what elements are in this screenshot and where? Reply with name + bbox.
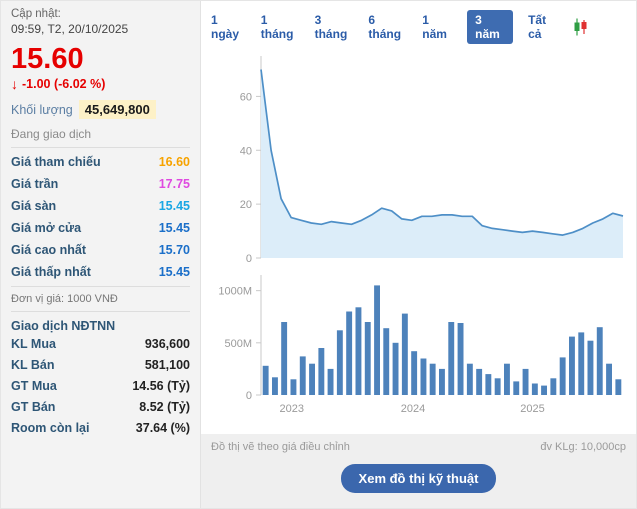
- tab-6-months[interactable]: 6 tháng: [368, 13, 402, 41]
- open-price-label: Giá mở cửa: [11, 221, 82, 236]
- table-row: Giá trần 17.75: [11, 173, 190, 195]
- tab-1-day[interactable]: 1 ngày: [211, 13, 240, 41]
- footer-notes: Đồ thị vẽ theo giá điều chỉnh đv KLg: 10…: [201, 434, 636, 455]
- tab-all[interactable]: Tất cả: [528, 13, 547, 41]
- table-row: Giá sàn 15.45: [11, 195, 190, 217]
- table-row: Giá cao nhất 15.70: [11, 239, 190, 261]
- svg-text:40: 40: [240, 145, 252, 157]
- adjusted-price-note: Đồ thị vẽ theo giá điều chỉnh: [211, 441, 350, 453]
- low-price-value: 15.45: [158, 265, 190, 280]
- svg-text:500M: 500M: [224, 338, 252, 350]
- foreign-buy-vol-value: 936,600: [144, 336, 190, 351]
- volume-unit-note: đv KLg: 10,000cp: [540, 441, 626, 453]
- foreign-buy-val-value: 14.56 (Tỷ): [132, 378, 190, 393]
- tab-1-year[interactable]: 1 năm: [422, 13, 447, 41]
- ref-price-value: 16.60: [158, 155, 190, 170]
- floor-price-value: 15.45: [158, 199, 190, 214]
- table-row: Giá thấp nhất 15.45: [11, 261, 190, 283]
- foreign-sell-vol-label: KL Bán: [11, 357, 55, 372]
- volume-value: 45,649,800: [78, 100, 156, 120]
- charts-area: 0 20 40 60 0 500M 1000M 2023 2024 2025: [201, 48, 636, 434]
- svg-text:2025: 2025: [520, 403, 544, 415]
- foreign-sell-val-value: 8.52 (Tỷ): [139, 399, 190, 414]
- price-area-chart: 0 20 40 60: [240, 56, 624, 265]
- open-price-value: 15.45: [158, 221, 190, 236]
- quote-sidebar: Cập nhật: 09:59, T2, 20/10/2025 15.60 ↓ …: [1, 1, 201, 508]
- svg-text:0: 0: [246, 253, 252, 264]
- table-row: KL Bán 581,100: [11, 354, 190, 375]
- foreign-trading-title: Giao dịch NĐTNN: [11, 319, 116, 334]
- foreign-sell-vol-value: 581,100: [144, 357, 190, 372]
- svg-text:2023: 2023: [280, 403, 304, 415]
- tab-1-month[interactable]: 1 tháng: [260, 13, 294, 41]
- volume-label: Khối lượng: [11, 102, 73, 117]
- updated-time: 09:59, T2, 20/10/2025: [11, 22, 129, 36]
- chart-panel: 1 ngày 1 tháng 3 tháng 6 tháng 1 năm 3 n…: [201, 1, 636, 508]
- svg-text:1000M: 1000M: [218, 286, 252, 298]
- high-price-value: 15.70: [158, 243, 190, 258]
- ceiling-price-label: Giá trần: [11, 177, 59, 192]
- table-row: Giá mở cửa 15.45: [11, 217, 190, 239]
- price-change: -1.00 (-6.02 %): [22, 77, 106, 92]
- price-change-row: ↓ -1.00 (-6.02 %): [11, 77, 190, 91]
- high-price-label: Giá cao nhất: [11, 243, 87, 258]
- current-price: 15.60: [11, 43, 84, 75]
- volume-row: Khối lượng 45,649,800: [11, 100, 190, 120]
- foreign-room-label: Room còn lại: [11, 420, 90, 435]
- tab-3-years[interactable]: 3 năm: [467, 10, 514, 44]
- session-status: Đang giao dịch: [11, 127, 190, 149]
- table-row: Room còn lại 37.64 (%): [11, 417, 190, 438]
- price-table: Giá tham chiếu 16.60 Giá trần 17.75 Giá …: [11, 151, 190, 288]
- button-row: Xem đồ thị kỹ thuật: [201, 455, 636, 508]
- ceiling-price-value: 17.75: [158, 177, 190, 192]
- ref-price-label: Giá tham chiếu: [11, 155, 101, 170]
- svg-text:2024: 2024: [401, 403, 425, 415]
- low-price-label: Giá thấp nhất: [11, 265, 91, 280]
- foreign-buy-vol-label: KL Mua: [11, 336, 56, 351]
- chart-footer: Đồ thị vẽ theo giá điều chỉnh đv KLg: 10…: [201, 434, 636, 508]
- price-unit-note: Đơn vị giá: 1000 VNĐ: [11, 287, 190, 313]
- arrow-down-icon: ↓: [11, 76, 18, 93]
- table-row: GT Mua 14.56 (Tỷ): [11, 375, 190, 396]
- svg-text:0: 0: [246, 390, 252, 402]
- volume-bar-chart: 0 500M 1000M 2023 2024 2025: [218, 275, 622, 415]
- foreign-sell-val-label: GT Bán: [11, 399, 56, 414]
- candlestick-chart-icon[interactable]: [573, 18, 588, 36]
- technical-chart-button[interactable]: Xem đồ thị kỹ thuật: [340, 464, 497, 493]
- floor-price-label: Giá sàn: [11, 199, 57, 214]
- table-row: GT Bán 8.52 (Tỷ): [11, 396, 190, 417]
- foreign-room-value: 37.64 (%): [135, 420, 190, 435]
- time-range-tabs: 1 ngày 1 tháng 3 tháng 6 tháng 1 năm 3 n…: [201, 1, 636, 48]
- svg-text:60: 60: [240, 91, 252, 103]
- svg-text:20: 20: [240, 199, 252, 211]
- table-row: Giá tham chiếu 16.60: [11, 151, 190, 173]
- foreign-buy-val-label: GT Mua: [11, 378, 57, 393]
- tab-3-months[interactable]: 3 tháng: [314, 13, 348, 41]
- updated-label: Cập nhật:: [11, 8, 61, 20]
- table-row: KL Mua 936,600: [11, 333, 190, 354]
- foreign-trading-table: KL Mua 936,600 KL Bán 581,100 GT Mua 14.…: [11, 333, 190, 438]
